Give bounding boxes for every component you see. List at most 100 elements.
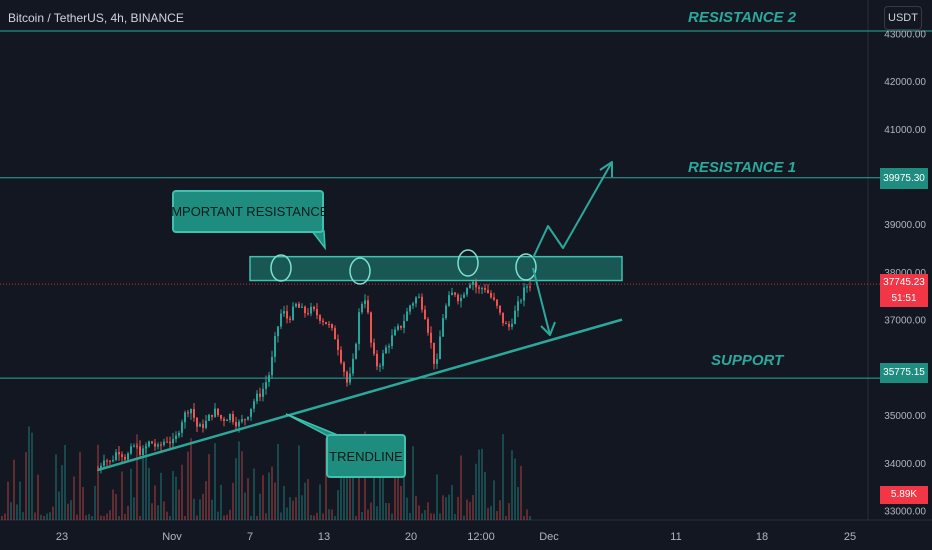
candle-body <box>439 336 441 360</box>
volume-bar <box>85 515 87 520</box>
candle-body <box>331 324 333 329</box>
volume-bar <box>40 514 42 520</box>
volume-bar <box>169 515 171 520</box>
candle-body <box>475 281 477 288</box>
candle-body <box>511 323 513 327</box>
candle-body <box>364 300 366 305</box>
currency-button[interactable]: USDT <box>884 6 922 30</box>
volume-bar <box>10 502 12 520</box>
candle-body <box>202 424 204 428</box>
touch-circle <box>515 253 537 281</box>
volume-bar <box>322 513 324 520</box>
volume-bar <box>88 513 90 520</box>
volume-bar <box>427 502 429 520</box>
candle-body <box>391 335 393 346</box>
volume-bar <box>94 485 96 520</box>
volume-bar <box>406 497 408 520</box>
candle-body <box>274 336 276 357</box>
candle-body <box>247 416 249 420</box>
candle-body <box>310 306 312 314</box>
volume-bar <box>46 513 48 520</box>
volume-bar <box>112 489 114 520</box>
candle-body <box>118 452 120 455</box>
volume-bar <box>490 506 492 520</box>
candle-body <box>505 323 507 325</box>
candle-body <box>265 382 267 389</box>
volume-bar <box>436 474 438 520</box>
candle-body <box>442 318 444 337</box>
candle-body <box>496 299 498 306</box>
volume-bar <box>433 513 435 520</box>
resistance-1-label: RESISTANCE 1 <box>688 159 797 176</box>
volume-bar <box>277 443 279 520</box>
volume-bar <box>280 512 282 520</box>
candle-body <box>421 296 423 310</box>
volume-bar <box>22 512 24 520</box>
volume-bar <box>313 515 315 520</box>
candle-body <box>289 318 291 320</box>
candle-body <box>397 325 399 330</box>
volume-bar <box>445 497 447 520</box>
volume-bar <box>103 515 105 520</box>
volume-bar <box>148 467 150 520</box>
volume-bar <box>16 504 18 520</box>
time-tick-label: Nov <box>162 531 182 543</box>
candle-body <box>370 312 372 343</box>
candle-body <box>337 339 339 350</box>
candle-body <box>169 441 171 444</box>
volume-bar <box>109 510 111 520</box>
price-tick-label: 38000.00 <box>884 268 926 279</box>
candle-body <box>229 413 231 420</box>
volume-bar <box>298 445 300 520</box>
candle-body <box>367 300 369 313</box>
volume-bar <box>55 454 57 520</box>
volume-bar <box>520 465 522 520</box>
volume-bar <box>466 499 468 520</box>
candle-body <box>235 421 237 427</box>
volume-bar <box>259 493 261 520</box>
volume-bar <box>97 444 99 520</box>
volume-bar <box>331 509 333 520</box>
candle-body <box>436 359 438 364</box>
candle-body <box>199 424 201 427</box>
chart-grid <box>0 0 932 521</box>
price-tick-label: 37000.00 <box>884 316 926 327</box>
candle-body <box>277 326 279 337</box>
candle-body <box>172 439 174 444</box>
volume-bar <box>505 515 507 520</box>
volume-bar <box>337 490 339 520</box>
volume-bar <box>19 481 21 520</box>
candle-body <box>454 292 456 295</box>
candle-body <box>418 296 420 298</box>
bearish-projection-arrow <box>532 267 551 336</box>
volume-bar <box>382 477 384 520</box>
price-tick-label: 39000.00 <box>884 220 926 231</box>
volume-bar <box>442 495 444 520</box>
volume-bar <box>529 515 531 520</box>
candle-body <box>181 422 183 433</box>
candle-body <box>466 288 468 295</box>
volume-bar <box>244 492 246 520</box>
candle-body <box>244 419 246 421</box>
volume-bar <box>367 509 369 520</box>
volume-bars <box>1 426 531 520</box>
volume-bar <box>124 513 126 520</box>
volume-bar <box>385 502 387 520</box>
volume-bar <box>328 509 330 520</box>
candle-body <box>472 281 474 285</box>
candle-body <box>520 300 522 302</box>
volume-bar <box>340 466 342 520</box>
candle-body <box>175 435 177 440</box>
trendline <box>97 318 623 472</box>
candle-body <box>253 401 255 409</box>
candle-body <box>259 393 261 397</box>
volume-bar <box>136 434 138 520</box>
volume-bar <box>319 484 321 520</box>
candle-body <box>184 412 186 423</box>
volume-bar <box>70 500 72 520</box>
volume-bar <box>166 511 168 520</box>
volume-bar <box>154 485 156 520</box>
candle-body <box>433 342 435 364</box>
candle-body <box>430 332 432 343</box>
